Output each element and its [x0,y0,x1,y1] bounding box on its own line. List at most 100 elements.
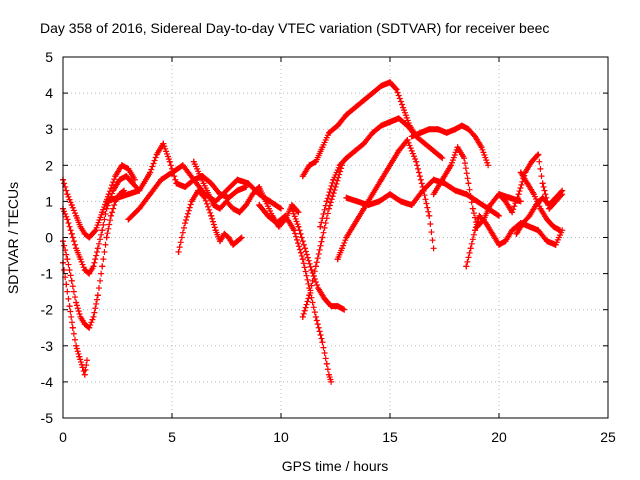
data-point [299,313,306,320]
series-trail [430,144,523,230]
data-point [319,144,326,151]
series-sat-f [125,162,284,223]
data-point [325,371,332,378]
data-point [336,162,343,169]
data-point [330,176,337,183]
data-point [225,234,232,241]
series-sat-d [60,259,90,378]
data-point [306,162,313,169]
y-tick-label: -4 [41,374,54,390]
data-point [341,306,348,313]
data-point [73,342,80,349]
data-point [103,198,110,205]
data-point [352,220,359,227]
data-point [68,202,75,209]
data-point [539,180,546,187]
data-point [166,158,173,165]
data-point [99,227,106,234]
data-point [430,176,437,183]
data-point [317,223,324,230]
y-tick-label: -3 [41,338,54,354]
data-point [517,169,524,176]
data-point [299,256,306,263]
data-point [408,202,415,209]
data-point [103,234,110,241]
data-point [328,378,335,385]
data-point [301,245,308,252]
series-sat-p [408,122,492,169]
data-point [245,180,252,187]
data-point [223,198,230,205]
data-point [502,198,509,205]
data-point [393,86,400,93]
data-point [73,299,80,306]
data-point [452,126,459,133]
data-point [489,230,496,237]
data-point [188,198,195,205]
data-point [275,223,282,230]
data-point [312,158,319,165]
data-point [103,205,110,212]
data-point [116,176,123,183]
data-point [463,263,470,270]
data-point [360,140,367,147]
data-point [319,234,326,241]
data-point [526,212,533,219]
data-point [360,97,367,104]
data-point [114,194,121,201]
data-point [238,234,245,241]
data-point [535,151,542,158]
data-point [360,205,367,212]
data-point [236,209,243,216]
data-point [472,227,479,234]
y-axis-label: SDTVAR / TECUs [5,182,21,294]
data-point [343,111,350,118]
data-point [129,180,136,187]
data-point [107,212,114,219]
axis-ticks: 0 5 10 15 20 25 -5 -4 -3 -2 -1 0 1 2 3 4 5 [41,49,616,445]
data-point [110,187,117,194]
data-point [509,209,516,216]
data-point [223,187,230,194]
series-sat-t [513,187,566,237]
y-tick-label: -2 [41,302,54,318]
data-point [439,176,446,183]
data-point [212,227,219,234]
data-point [543,216,550,223]
data-point [264,212,271,219]
data-point [557,227,564,234]
data-point [387,191,393,198]
data-point [417,129,424,136]
data-point [278,205,284,212]
data-point [559,187,566,194]
data-point [334,256,341,263]
data-point [81,266,88,273]
data-point [76,353,83,360]
x-tick-label: 15 [382,429,398,445]
data-point [221,230,228,237]
data-point [291,227,298,234]
data-point [419,183,426,190]
data-point [210,202,217,209]
data-point [81,230,88,237]
series-trail [60,173,142,277]
data-point [288,205,295,212]
data-point [64,256,71,263]
series-sat-o [334,137,437,263]
data-point [339,245,346,252]
data-point [81,371,88,378]
data-point [234,238,241,245]
data-point [485,162,492,169]
data-point [487,202,494,209]
series-trail [408,122,491,166]
data-point [66,303,73,310]
data-point [496,241,502,248]
data-point [343,194,350,201]
data-point [86,324,93,331]
data-point [482,220,489,227]
data-point [125,165,132,172]
data-point [530,191,537,198]
x-tick-label: 25 [600,429,616,445]
data-point [413,158,420,165]
